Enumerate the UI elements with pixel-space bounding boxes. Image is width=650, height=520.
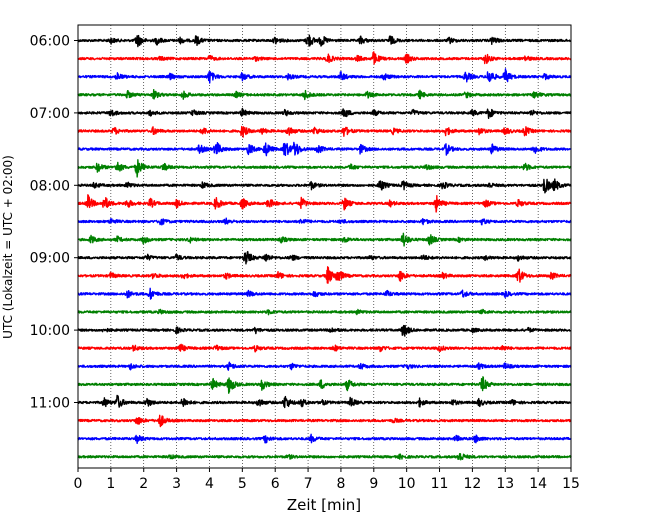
plot-frame (77, 24, 572, 469)
seismic-trace (77, 266, 572, 284)
x-tick-label: 4 (205, 476, 214, 492)
seismic-trace (77, 343, 572, 353)
x-tick-label: 13 (496, 476, 514, 492)
y-tick-label: 06:00 (30, 34, 70, 50)
seismic-trace (77, 361, 572, 371)
x-axis-label: Zeit [min] (287, 496, 361, 514)
seismic-trace (77, 308, 572, 316)
x-tick-label: 15 (562, 476, 580, 492)
x-tick-label: 7 (304, 476, 313, 492)
seismogram-traces (77, 34, 572, 461)
vertical-grid-lines (110, 25, 539, 468)
seismic-trace (77, 250, 572, 265)
seismic-trace (77, 394, 572, 409)
x-tick-label: 10 (398, 476, 416, 492)
seismic-trace (77, 324, 572, 337)
seismic-trace (77, 34, 572, 48)
seismic-trace (77, 232, 572, 247)
seismic-trace (77, 107, 572, 120)
y-tick-label: 08:00 (30, 178, 70, 194)
y-tick-label: 09:00 (30, 251, 70, 267)
y-axis-ticks: 06:00 07:00 08:00 09:00 10:00 11:00 (30, 34, 78, 412)
seismic-trace (77, 68, 572, 84)
x-tick-label: 3 (172, 476, 181, 492)
seismic-trace (77, 51, 572, 65)
x-tick-label: 14 (529, 476, 547, 492)
seismic-trace (77, 178, 572, 194)
x-tick-label: 1 (106, 476, 115, 492)
y-tick-label: 07:00 (30, 106, 70, 122)
seismic-trace (77, 125, 572, 138)
seismic-trace (77, 452, 572, 461)
x-tick-label: 12 (463, 476, 481, 492)
x-tick-label: 6 (271, 476, 280, 492)
seismic-trace (77, 194, 572, 213)
y-tick-label: 10:00 (30, 323, 70, 339)
y-tick-label: 11:00 (30, 396, 70, 412)
seismic-trace (77, 287, 572, 300)
seismic-trace (77, 217, 572, 226)
x-tick-label: 11 (431, 476, 449, 492)
seismic-trace (77, 141, 572, 157)
x-tick-label: 5 (238, 476, 247, 492)
seismic-trace (77, 159, 572, 178)
x-tick-label: 2 (139, 476, 148, 492)
seismic-trace (77, 433, 572, 444)
y-axis-label: UTC (Lokalzeit = UTC + 02:00) (1, 155, 15, 339)
x-axis-ticks: 0 1 2 3 4 5 6 7 8 9 10 11 12 13 14 15 (74, 468, 580, 492)
seismic-trace (77, 376, 572, 394)
x-tick-label: 0 (74, 476, 83, 492)
x-tick-label: 9 (369, 476, 378, 492)
x-tick-label: 8 (336, 476, 345, 492)
seismic-trace (77, 88, 572, 101)
seismic-trace (77, 414, 572, 428)
